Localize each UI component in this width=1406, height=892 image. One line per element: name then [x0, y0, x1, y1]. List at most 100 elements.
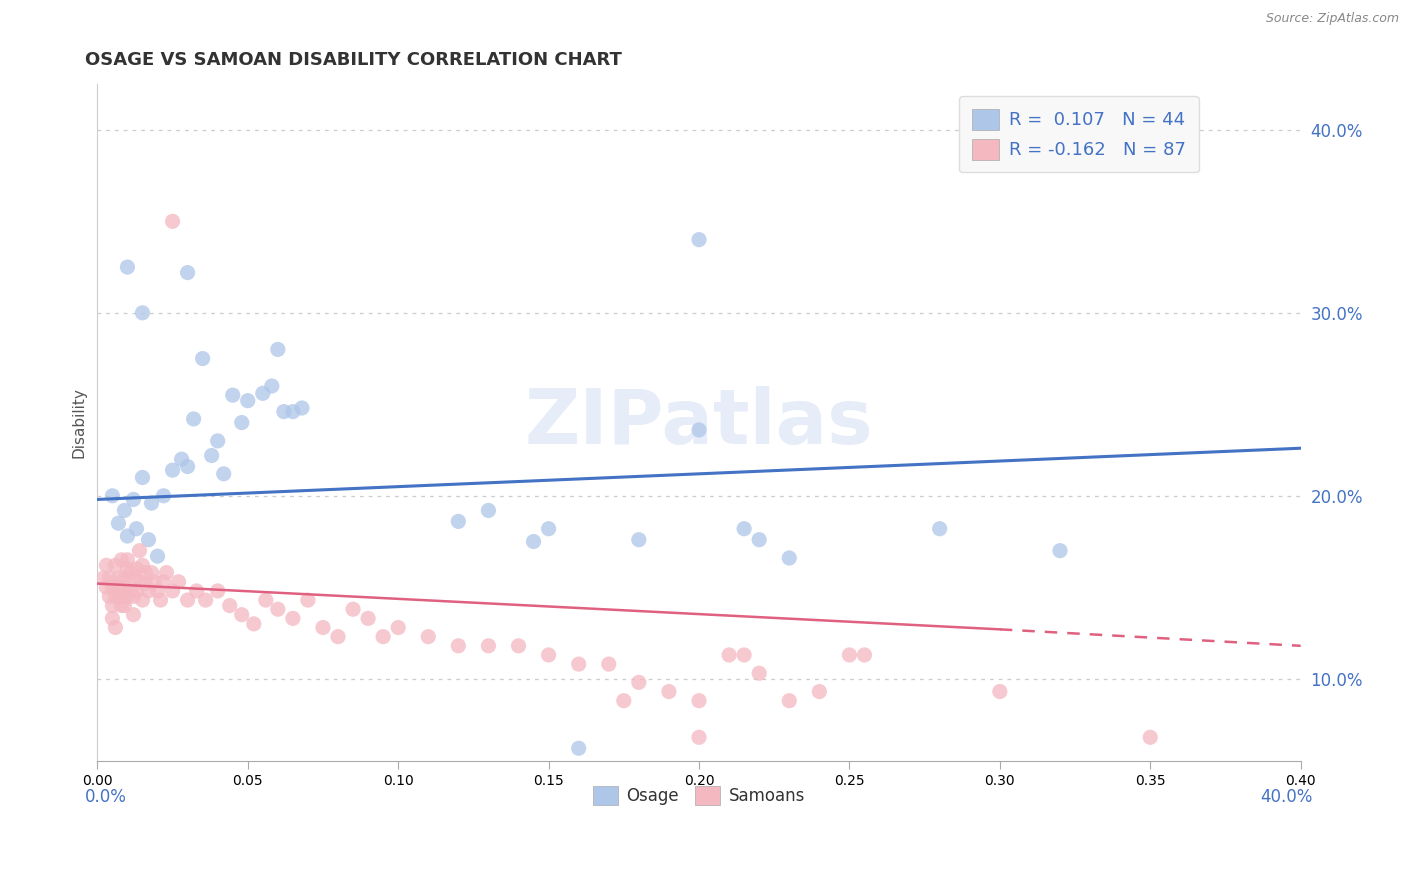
Point — [733, 522, 755, 536]
Point — [212, 467, 235, 481]
Point — [176, 593, 198, 607]
Point — [733, 648, 755, 662]
Point — [267, 602, 290, 616]
Point — [101, 599, 124, 613]
Text: OSAGE VS SAMOAN DISABILITY CORRELATION CHART: OSAGE VS SAMOAN DISABILITY CORRELATION C… — [86, 51, 623, 69]
Text: 0.0%: 0.0% — [86, 788, 127, 805]
Point — [96, 558, 118, 573]
Point — [613, 694, 636, 708]
Point — [508, 639, 530, 653]
Point — [627, 533, 650, 547]
Point — [122, 607, 145, 622]
Point — [98, 571, 121, 585]
Point — [222, 388, 245, 402]
Point — [281, 404, 304, 418]
Point — [201, 449, 224, 463]
Point — [122, 571, 145, 585]
Point — [125, 522, 148, 536]
Point — [167, 574, 190, 589]
Point — [778, 694, 800, 708]
Point — [96, 580, 118, 594]
Point — [748, 533, 770, 547]
Point — [928, 522, 950, 536]
Point — [387, 620, 409, 634]
Point — [122, 590, 145, 604]
Point — [117, 553, 139, 567]
Point — [373, 630, 395, 644]
Point — [297, 593, 319, 607]
Point — [98, 590, 121, 604]
Point — [104, 558, 127, 573]
Point — [688, 731, 710, 745]
Point — [537, 522, 560, 536]
Point — [162, 583, 184, 598]
Point — [267, 343, 290, 357]
Point — [170, 452, 193, 467]
Point — [236, 393, 259, 408]
Text: ZIPatlas: ZIPatlas — [524, 385, 873, 459]
Point — [112, 571, 135, 585]
Point — [93, 571, 115, 585]
Point — [447, 639, 470, 653]
Point — [152, 574, 174, 589]
Point — [117, 590, 139, 604]
Point — [568, 657, 591, 672]
Point — [112, 503, 135, 517]
Point — [537, 648, 560, 662]
Point — [131, 306, 153, 320]
Point — [149, 593, 172, 607]
Point — [186, 583, 208, 598]
Point — [326, 630, 349, 644]
Point — [143, 574, 166, 589]
Point — [231, 607, 253, 622]
Point — [120, 583, 142, 598]
Point — [218, 599, 240, 613]
Point — [477, 639, 499, 653]
Point — [107, 590, 129, 604]
Point — [117, 529, 139, 543]
Point — [447, 515, 470, 529]
Point — [342, 602, 364, 616]
Point — [125, 583, 148, 598]
Point — [155, 566, 177, 580]
Point — [120, 566, 142, 580]
Point — [291, 401, 314, 415]
Point — [627, 675, 650, 690]
Point — [128, 543, 150, 558]
Point — [146, 583, 169, 598]
Text: 40.0%: 40.0% — [1260, 788, 1313, 805]
Point — [131, 558, 153, 573]
Point — [477, 503, 499, 517]
Point — [778, 551, 800, 566]
Point — [134, 566, 156, 580]
Point — [138, 533, 160, 547]
Point — [418, 630, 440, 644]
Point — [688, 694, 710, 708]
Point — [207, 583, 229, 598]
Point — [838, 648, 860, 662]
Point — [162, 214, 184, 228]
Point — [688, 423, 710, 437]
Point — [853, 648, 876, 662]
Point — [748, 666, 770, 681]
Point — [101, 489, 124, 503]
Point — [988, 684, 1011, 698]
Point — [252, 386, 274, 401]
Point — [254, 593, 277, 607]
Point — [207, 434, 229, 448]
Point — [194, 593, 217, 607]
Point — [117, 562, 139, 576]
Point — [125, 562, 148, 576]
Point — [122, 492, 145, 507]
Point — [131, 593, 153, 607]
Point — [357, 611, 380, 625]
Point — [273, 404, 295, 418]
Point — [598, 657, 620, 672]
Point — [104, 590, 127, 604]
Point — [568, 741, 591, 756]
Text: Source: ZipAtlas.com: Source: ZipAtlas.com — [1265, 12, 1399, 25]
Point — [146, 549, 169, 564]
Point — [128, 574, 150, 589]
Point — [658, 684, 681, 698]
Point — [110, 553, 132, 567]
